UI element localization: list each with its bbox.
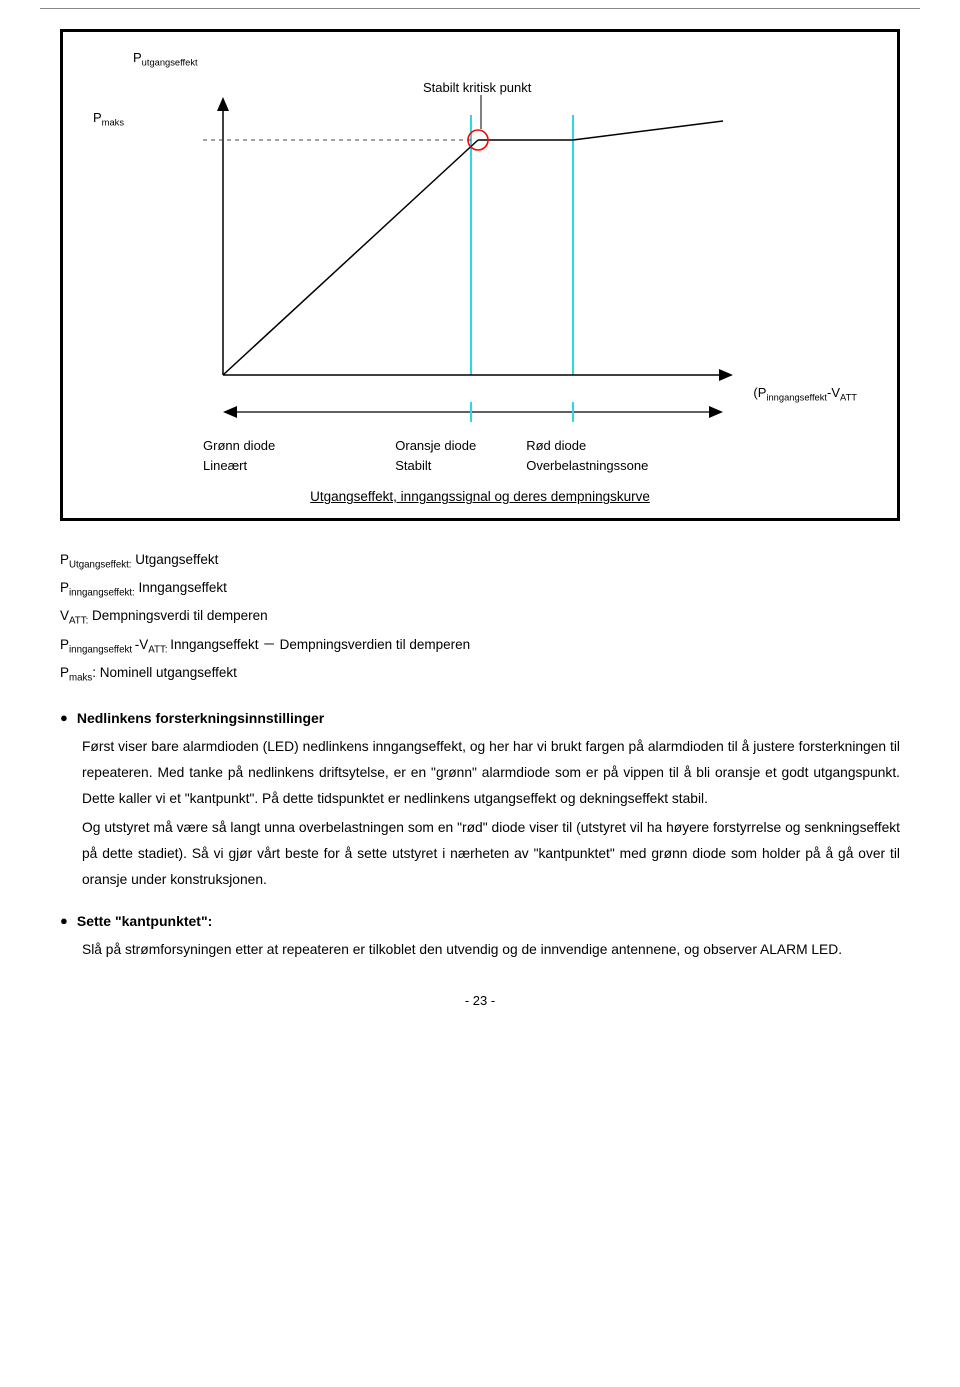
legend: Grønn diode Lineært Oransje diode Stabil…: [203, 436, 867, 475]
figure-box: Putgangseffekt Pmaks Stabilt kritisk pun…: [60, 29, 900, 521]
def-line-2: Pinngangseffekt: Inngangseffekt: [60, 575, 900, 603]
section2-heading: Sette "kantpunktet":: [60, 913, 900, 929]
page-number: - 23 -: [60, 993, 900, 1008]
legend-red: Rød diode Overbelastningssone: [526, 436, 648, 475]
section1-body: Først viser bare alarmdioden (LED) nedli…: [82, 734, 900, 893]
def-line-4: Pinngangseffekt -VATT: Inngangseffekt － …: [60, 632, 900, 660]
chart-svg: [203, 95, 743, 395]
definitions-block: PUtgangseffekt: Utgangseffekt Pinngangse…: [60, 547, 900, 688]
y-axis-label: Putgangseffekt: [133, 50, 867, 68]
page-content: Putgangseffekt Pmaks Stabilt kritisk pun…: [0, 9, 960, 1018]
section1-heading: Nedlinkens forsterkningsinnstillinger: [60, 710, 900, 726]
figure-caption: Utgangseffekt, inngangssignal og deres d…: [93, 489, 867, 504]
x-axis-label: (Pinngangseffekt-VATT: [203, 385, 867, 403]
pmaks-label: Pmaks: [93, 74, 203, 423]
legend-arrow: [203, 402, 743, 422]
def-line-3: VATT: Dempningsverdi til demperen: [60, 603, 900, 631]
legend-green: Grønn diode Lineært: [203, 436, 275, 475]
def-line-5: Pmaks: Nominell utgangseffekt: [60, 660, 900, 688]
critical-point-label: Stabilt kritisk punkt: [423, 80, 867, 95]
legend-orange: Oransje diode Stabilt: [395, 436, 476, 475]
section2-body: Slå på strømforsyningen etter at repeate…: [82, 937, 900, 963]
def-line-1: PUtgangseffekt: Utgangseffekt: [60, 547, 900, 575]
